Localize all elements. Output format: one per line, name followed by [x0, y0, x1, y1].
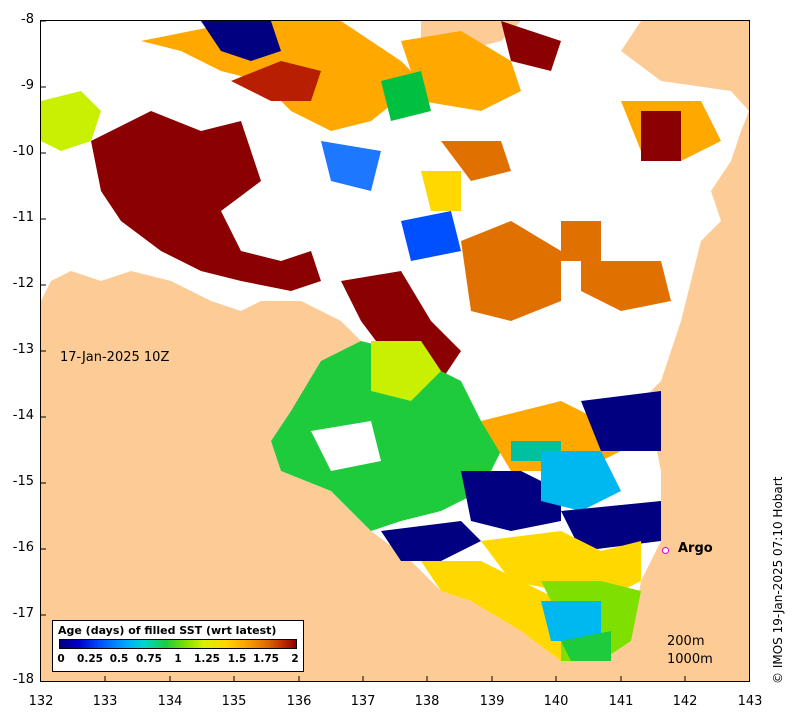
y-tick-label: -10	[12, 144, 34, 159]
x-tick-label: 133	[92, 694, 118, 709]
argo-label: Argo	[678, 541, 713, 556]
axis-ticks	[41, 21, 686, 681]
colorbar	[59, 639, 297, 649]
new-guinea	[661, 21, 749, 51]
legend-tick: 1	[174, 653, 182, 665]
x-tick-label: 134	[157, 694, 183, 709]
legend-title: Age (days) of filled SST (wrt latest)	[58, 624, 277, 637]
sst-patches	[41, 21, 721, 661]
legend-tick: 1.5	[227, 653, 247, 665]
y-tick-label: -16	[12, 540, 34, 555]
x-tick-label: 143	[737, 694, 763, 709]
legend-tick: 1.25	[194, 653, 220, 665]
x-tick-label: 135	[221, 694, 247, 709]
y-tick-label: -18	[12, 672, 34, 687]
y-tick-label: -11	[12, 210, 34, 225]
x-tick-label: 142	[672, 694, 698, 709]
x-tick-label: 139	[479, 694, 505, 709]
legend-tick: 2	[291, 653, 299, 665]
date-label: 17-Jan-2025 10Z	[60, 350, 170, 365]
x-tick-label: 141	[608, 694, 634, 709]
colorbar-legend: Age (days) of filled SST (wrt latest) 0 …	[52, 620, 304, 672]
y-tick-label: -12	[12, 276, 34, 291]
x-tick-label: 136	[286, 694, 312, 709]
x-tick-label: 132	[28, 694, 54, 709]
x-tick-label: 137	[350, 694, 376, 709]
argo-float-marker[interactable]	[662, 547, 669, 554]
x-tick-label: 138	[414, 694, 440, 709]
arnhem-land	[41, 21, 749, 681]
y-tick-label: -8	[21, 12, 34, 27]
sst-map	[41, 21, 749, 681]
x-tick-label: 140	[543, 694, 569, 709]
y-tick-label: -9	[21, 78, 34, 93]
depth-contour-1000-label: 1000m	[667, 652, 713, 667]
y-tick-label: -14	[12, 408, 34, 423]
legend-tick: 0.25	[77, 653, 103, 665]
legend-tick: 1.75	[253, 653, 279, 665]
legend-tick: 0.5	[109, 653, 129, 665]
legend-tick: 0.75	[136, 653, 162, 665]
y-tick-label: -13	[12, 342, 34, 357]
legend-tick: 0	[57, 653, 65, 665]
depth-contour-200-label: 200m	[667, 634, 705, 649]
y-tick-label: -17	[12, 606, 34, 621]
imos-credit: © IMOS 19-Jan-2025 07:10 Hobart	[771, 476, 785, 684]
y-tick-label: -15	[12, 474, 34, 489]
map-panel[interactable]	[40, 20, 750, 682]
